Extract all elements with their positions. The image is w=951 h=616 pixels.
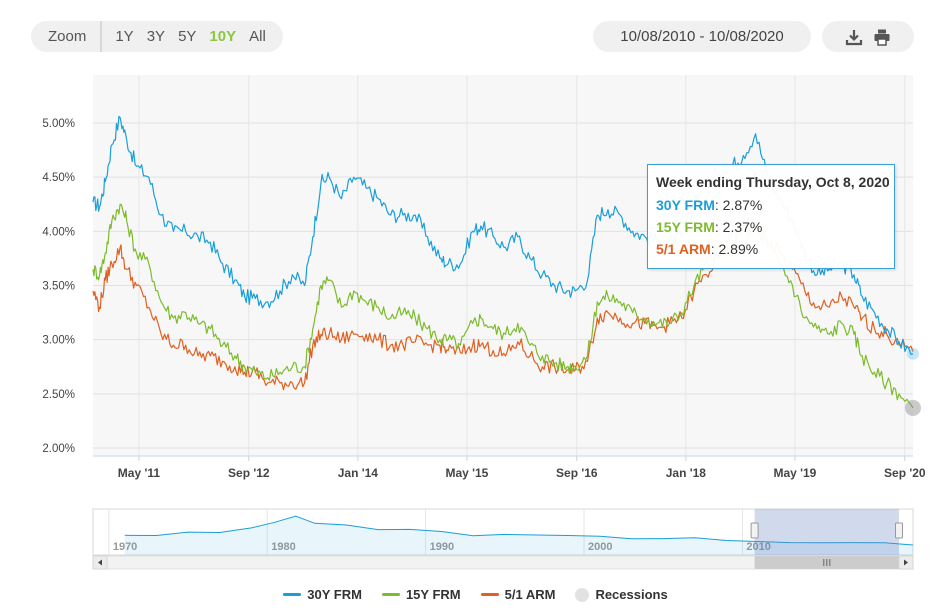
print-icon[interactable]	[873, 28, 891, 46]
tooltip-row-30y: 30Y FRM: 2.87%	[656, 197, 763, 213]
legend-item-15y[interactable]: 15Y FRM	[381, 587, 461, 602]
x-tick-label: Sep '20	[884, 466, 926, 480]
legend-item-arm[interactable]: 5/1 ARM	[480, 587, 556, 602]
tooltip-value-arm: 2.89%	[718, 241, 759, 257]
legend-label-recessions: Recessions	[595, 587, 668, 602]
navigator-area	[124, 516, 913, 555]
x-tick-label: May '19	[773, 466, 816, 480]
marker-halo-30y	[907, 347, 919, 360]
legend-label-30y: 30Y FRM	[307, 587, 362, 602]
x-tick-label: Sep '12	[228, 466, 270, 480]
x-tick-label: Sep '16	[556, 466, 598, 480]
zoom-all-button[interactable]: All	[249, 28, 266, 45]
y-tick-label: 3.00%	[42, 335, 75, 347]
download-icon[interactable]	[845, 28, 863, 46]
navigator-line	[124, 515, 914, 546]
x-axis: May '11 Sep '12 Jan '14 May '15 Sep '16 Jan '…	[93, 455, 926, 480]
export-tools	[822, 21, 914, 52]
legend-swatch-30y	[283, 593, 302, 596]
zoom-5y-button[interactable]: 5Y	[178, 28, 197, 45]
navigator[interactable]: 1970 1980 1990 2000 2010	[92, 508, 914, 570]
tooltip: Week ending Thursday, Oct 8, 2020 30Y FR…	[647, 164, 895, 269]
tooltip-title: Week ending Thursday, Oct 8, 2020	[656, 174, 890, 190]
scrollbar-grip-icon	[823, 559, 831, 566]
zoom-bar: Zoom 1Y 3Y 5Y 10Y All	[31, 21, 283, 52]
navigator-tick-label: 2010	[746, 541, 770, 553]
legend-swatch-arm	[480, 593, 499, 596]
x-tick-label: May '15	[445, 466, 488, 480]
y-tick-label: 2.50%	[42, 389, 75, 401]
legend-item-30y[interactable]: 30Y FRM	[283, 587, 362, 602]
x-tick-label: May '11	[118, 466, 161, 480]
date-range-text: 10/08/2010 - 10/08/2020	[620, 28, 784, 45]
y-tick-label: 2.00%	[42, 443, 75, 455]
legend-item-recessions[interactable]: Recessions	[575, 587, 668, 602]
legend: 30Y FRM 15Y FRM 5/1 ARM Recessions	[0, 587, 951, 602]
tooltip-value-15y: 2.37%	[722, 219, 763, 235]
navigator-frame	[92, 508, 914, 556]
zoom-1y-button[interactable]: 1Y	[115, 28, 134, 45]
navigator-tick-label: 1970	[113, 541, 137, 553]
y-tick-label: 5.00%	[42, 118, 75, 130]
tooltip-row-arm: 5/1 ARM: 2.89%	[656, 241, 759, 257]
tooltip-label-arm: 5/1 ARM	[656, 241, 711, 257]
zoom-3y-button[interactable]: 3Y	[146, 28, 166, 45]
legend-label-arm: 5/1 ARM	[504, 587, 556, 602]
zoom-10y-button[interactable]: 10Y	[209, 28, 237, 45]
x-tick-label: Jan '14	[338, 466, 379, 480]
marker-halo-15y	[905, 399, 921, 416]
navigator-selection	[754, 509, 899, 555]
navigator-tick-label: 1980	[271, 541, 295, 553]
zoom-label: Zoom	[31, 21, 103, 52]
legend-swatch-recessions	[575, 587, 590, 602]
y-tick-label: 3.50%	[42, 281, 75, 293]
tooltip-label-15y: 15Y FRM	[656, 219, 715, 235]
navigator-tick-label: 1990	[430, 541, 454, 553]
navigator-tick-label: 2000	[588, 541, 612, 553]
navigator-handle-right[interactable]	[895, 522, 903, 539]
chart-area: 5.00% 4.50% 4.00% 3.50% 3.00% 2.50% 2.00% May …	[42, 75, 926, 570]
arrow-right-icon	[904, 559, 908, 566]
y-axis: 5.00% 4.50% 4.00% 3.50% 3.00% 2.50% 2.00%	[42, 118, 75, 455]
y-tick-label: 4.00%	[42, 226, 75, 238]
date-range-box[interactable]: 10/08/2010 - 10/08/2020	[593, 21, 811, 52]
tooltip-row-15y: 15Y FRM: 2.37%	[656, 219, 763, 235]
x-tick-label: Jan '18	[666, 466, 707, 480]
y-tick-label: 4.50%	[42, 172, 75, 184]
arrow-left-icon	[98, 559, 102, 566]
navigator-handle-left[interactable]	[750, 522, 759, 539]
hover-markers	[905, 347, 921, 416]
legend-swatch-15y	[381, 593, 400, 596]
legend-label-15y: 15Y FRM	[405, 587, 461, 602]
tooltip-label-30y: 30Y FRM	[656, 197, 715, 213]
tooltip-value-30y: 2.87%	[722, 197, 763, 213]
